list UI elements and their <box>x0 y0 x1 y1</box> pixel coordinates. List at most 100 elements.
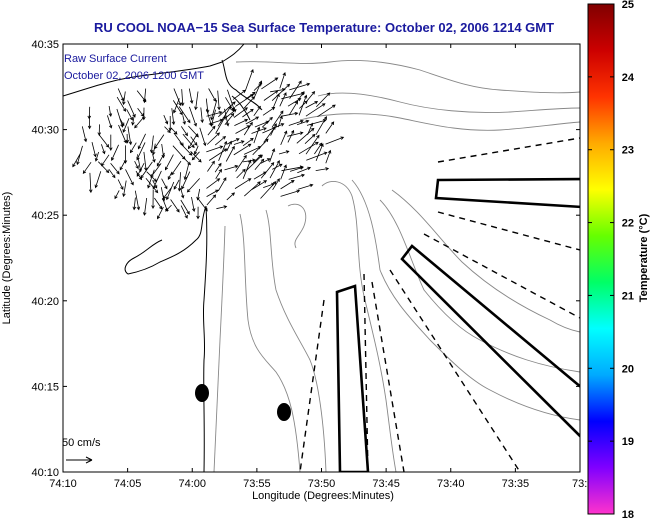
current-vector <box>214 135 227 146</box>
current-vector <box>193 145 199 155</box>
current-vector <box>152 153 156 163</box>
y-tick-label: 40:35 <box>31 39 59 51</box>
current-vector <box>134 115 145 129</box>
current-vector <box>288 119 304 126</box>
current-vector <box>233 107 248 118</box>
current-vector <box>206 132 220 145</box>
current-vector <box>114 190 120 200</box>
current-vector <box>279 92 287 107</box>
current-vector <box>111 144 119 161</box>
current-vector <box>296 119 310 126</box>
current-vector <box>280 130 288 146</box>
current-vector <box>218 101 236 118</box>
current-vector <box>191 151 200 161</box>
current-vector <box>125 169 134 186</box>
current-vector <box>179 142 193 156</box>
current-vector <box>234 178 252 189</box>
current-vector <box>278 150 290 155</box>
current-vector <box>325 136 345 145</box>
current-vector <box>297 183 314 190</box>
current-vector <box>122 180 127 198</box>
current-vector <box>152 180 158 189</box>
current-vector <box>305 134 320 155</box>
current-vector <box>108 106 113 118</box>
current-vector <box>149 135 154 154</box>
current-vector <box>194 91 199 111</box>
plot-content <box>63 44 580 472</box>
current-vector <box>206 189 219 197</box>
current-vector <box>196 188 201 201</box>
current-vector <box>253 126 261 144</box>
current-vector <box>182 115 186 125</box>
current-vector <box>245 154 263 172</box>
current-vector <box>235 125 251 134</box>
current-vector <box>127 126 133 146</box>
current-vector <box>305 101 319 109</box>
current-vector <box>251 180 268 191</box>
current-vector <box>297 166 312 174</box>
x-tick-label: 74:05 <box>114 478 142 490</box>
current-vector <box>217 177 227 192</box>
current-vector <box>296 127 315 144</box>
current-vector <box>272 93 280 110</box>
current-vector <box>207 125 216 136</box>
current-vector <box>210 99 218 121</box>
current-date: October 02, 2006 1200 GMT <box>64 70 204 82</box>
current-vector <box>142 88 147 104</box>
current-vector <box>261 77 279 90</box>
current-vector <box>242 108 254 118</box>
current-vector <box>225 145 235 162</box>
current-vector <box>82 161 92 174</box>
y-tick-label: 40:20 <box>31 296 59 308</box>
current-vector <box>154 197 163 210</box>
current-vector <box>325 149 332 164</box>
current-vector <box>170 127 178 135</box>
current-vector <box>177 172 182 192</box>
x-axis: 74:10 74:05 74:00 73:55 73:50 73:45 73:40 73:35… <box>49 44 593 490</box>
current-vector <box>189 106 197 127</box>
current-vector <box>162 187 172 200</box>
current-vector <box>199 127 207 147</box>
current-vector <box>108 169 116 179</box>
current-vector <box>225 97 235 112</box>
current-vector <box>172 100 183 116</box>
buoy-marker-1 <box>195 384 209 402</box>
current-vector <box>288 173 305 180</box>
current-vector <box>216 205 228 210</box>
current-vector <box>132 197 137 211</box>
colorbar-tick-label: 21 <box>622 290 634 302</box>
current-vector <box>218 140 228 161</box>
current-vector <box>214 162 222 173</box>
y-tick-label: 40:25 <box>31 210 59 222</box>
current-vector <box>126 109 133 121</box>
current-vector <box>125 133 130 144</box>
current-vector <box>235 94 254 107</box>
current-vector <box>72 153 81 168</box>
current-vector <box>217 105 232 127</box>
current-vector <box>315 143 324 161</box>
current-vector <box>109 134 113 152</box>
current-vector <box>145 178 159 194</box>
current-vector <box>187 133 198 150</box>
plot-area <box>63 44 580 472</box>
current-vector <box>226 140 232 152</box>
current-vector <box>253 105 261 117</box>
current-vector <box>116 96 127 112</box>
current-vector <box>245 116 260 125</box>
current-vector <box>272 163 283 170</box>
current-vector <box>297 91 305 101</box>
current-vector <box>217 90 221 111</box>
current-vector <box>183 163 190 181</box>
current-vector <box>173 98 180 114</box>
current-vector <box>170 199 180 213</box>
current-vector <box>206 145 224 153</box>
current-vector <box>98 134 110 148</box>
current-vector <box>298 94 308 116</box>
current-vector <box>226 138 240 145</box>
current-vector <box>127 100 136 118</box>
current-vector <box>181 171 191 190</box>
current-vector <box>207 160 215 172</box>
colorbar-tick-label: 18 <box>622 509 634 518</box>
current-vector <box>287 98 302 107</box>
